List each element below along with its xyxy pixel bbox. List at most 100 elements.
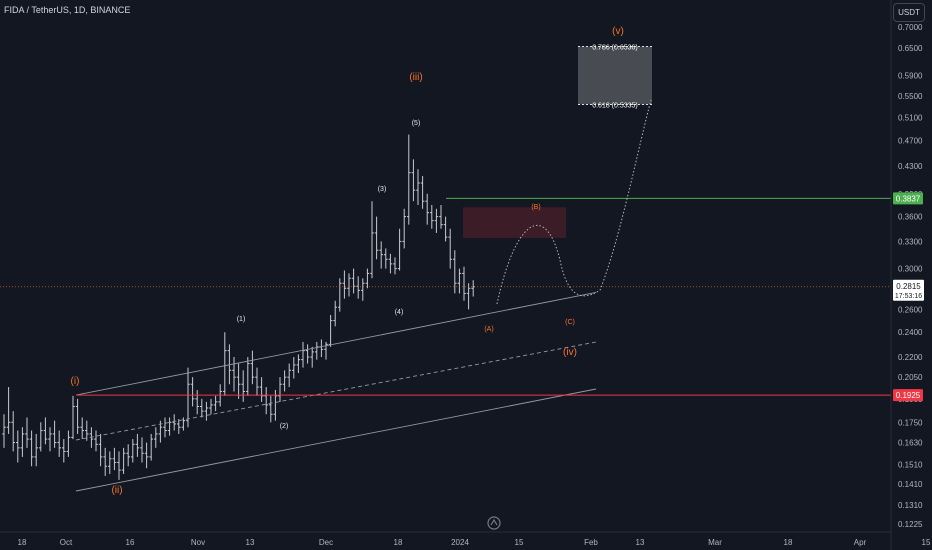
ohlc-bar [305, 344, 310, 364]
currency-unit-button[interactable]: USDT [893, 3, 925, 22]
price-tick-label: 0.1630 [898, 439, 923, 448]
price-tick-label: 0.5900 [898, 72, 923, 81]
price-tick-label: 0.2200 [898, 353, 923, 362]
svg-text:0.3837: 0.3837 [896, 194, 921, 203]
ohlc-bar [397, 228, 402, 271]
ohlc-bar [287, 363, 291, 388]
price-tick-label: 0.6500 [898, 44, 923, 53]
ohlc-bar [6, 387, 11, 434]
wave-label-a: (A) [484, 326, 493, 333]
price-tick-label: 0.1510 [898, 460, 923, 469]
wave-label-5: (5) [412, 120, 421, 127]
ohlc-bar [439, 204, 443, 229]
ohlc-bar [278, 377, 282, 402]
ohlc-bar [338, 278, 342, 312]
price-tags-layer: 0.3837 0.1925 0.2815 17:53:16 [893, 192, 924, 402]
ohlc-bar [347, 273, 351, 297]
wave-label-ii: (ii) [111, 485, 122, 496]
ohlc-bar [103, 447, 107, 476]
ohlc-bar [453, 250, 457, 294]
b-wave-zone[interactable] [463, 207, 566, 238]
ohlc-bar [80, 417, 84, 440]
ohlc-bar [200, 398, 204, 418]
time-tick-label: Apr [854, 538, 867, 547]
time-tick-label: 18 [394, 538, 403, 547]
ohlc-bar [204, 401, 209, 421]
ohlc-bar [232, 357, 236, 392]
channel-upper-line[interactable] [75, 291, 597, 396]
ohlc-bar [112, 447, 117, 471]
ohlc-bar [11, 411, 15, 452]
projected-path[interactable] [496, 99, 652, 305]
ohlc-bar [52, 420, 57, 448]
time-tick-label: Nov [191, 538, 205, 547]
wave-label-c: (C) [565, 319, 575, 326]
ohlc-bar [126, 444, 130, 467]
ohlc-bar [108, 451, 112, 474]
ohlc-bar [342, 270, 347, 299]
ohlc-bar [264, 387, 268, 415]
ohlc-bar [98, 433, 103, 467]
ohlc-bar [448, 228, 452, 269]
ohlc-bar [411, 159, 416, 202]
ohlc-bar [365, 268, 370, 289]
time-tick-label: Dec [319, 538, 333, 547]
ohlc-bar [393, 257, 397, 275]
ohlc-bar [177, 419, 181, 434]
ohlc-bar [16, 430, 20, 463]
price-tick-label: 0.3000 [898, 265, 923, 274]
ohlc-bar [48, 427, 52, 452]
time-tick-label: Feb [584, 538, 598, 547]
ohlc-bar [85, 420, 89, 441]
ohlc-bar [296, 354, 301, 374]
ohlc-bar [71, 395, 75, 440]
ohlc-bar [121, 447, 126, 474]
price-tick-label: 0.4700 [898, 137, 923, 146]
ohlc-bar [25, 417, 29, 448]
time-axis[interactable]: 18 Oct 16 Nov 13 Dec 18 2024 15 Feb 13 Mar 18 Apr 15 [18, 538, 931, 547]
price-tick-label: 0.5500 [898, 92, 923, 101]
last-price-tag: 0.2815 17:53:16 [893, 279, 924, 301]
time-tick-label: 18 [784, 538, 793, 547]
ohlc-bar [351, 268, 356, 294]
price-tick-label: 0.1225 [898, 520, 923, 529]
tradingview-logo[interactable] [487, 516, 501, 530]
ohlc-bar [20, 427, 25, 457]
fib-0618-label: 0.618 (0.5335) [592, 102, 638, 109]
ohlc-bar [186, 367, 190, 428]
time-tick-label: 15 [515, 538, 524, 547]
ohlc-bar [57, 430, 61, 457]
ohlc-bar [310, 346, 314, 368]
ohlc-bar [190, 377, 195, 407]
ohlc-bar [43, 417, 48, 445]
fib-0786-label: 0.786 (0.6536) [592, 45, 638, 52]
time-tick-label: 15 [922, 538, 931, 547]
support-price-tag: 0.1925 [893, 389, 923, 402]
time-tick-label: 2024 [451, 538, 469, 547]
ohlc-bar [333, 300, 337, 327]
ohlc-bar [374, 216, 379, 260]
ohlc-bar [195, 389, 199, 415]
ohlc-bar [149, 433, 153, 461]
time-tick-label: Oct [60, 538, 73, 547]
ohlc-bar [361, 278, 365, 301]
time-tick-label: Mar [708, 538, 722, 547]
ohlc-bar [246, 357, 250, 396]
ohlc-bar [430, 204, 434, 229]
ohlc-bar [213, 395, 218, 412]
ohlc-bar [223, 332, 227, 396]
ohlc-bar [420, 176, 425, 209]
ohlc-bar [388, 253, 393, 274]
fib-target-box[interactable] [578, 46, 652, 105]
ohlc-bar [443, 216, 448, 242]
ohlc-bar [34, 433, 38, 467]
ohlc-bar [140, 437, 144, 463]
channel-lower-line[interactable] [75, 388, 597, 492]
ohlc-bar [356, 276, 360, 299]
price-tick-label: 0.2050 [898, 373, 923, 382]
wave-label-b: (B) [531, 204, 540, 211]
drawings-layer: 0.786 (0.6536) 0.618 (0.5335) [0, 45, 891, 492]
ohlc-bar [292, 357, 296, 379]
